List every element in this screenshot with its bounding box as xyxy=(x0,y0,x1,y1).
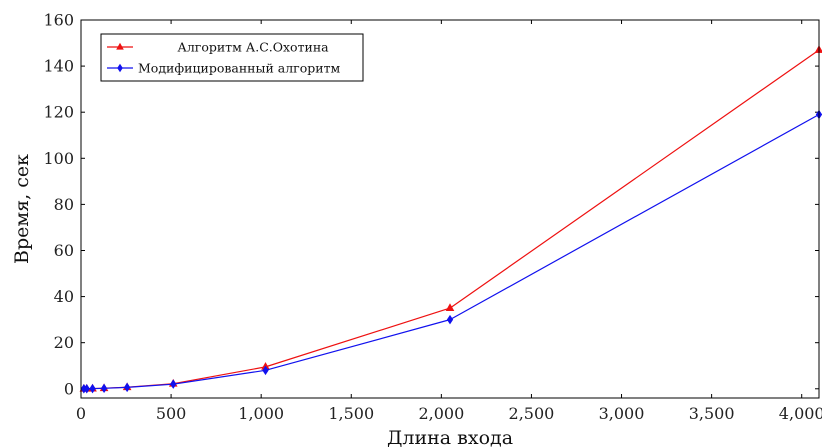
y-tick-label: 120 xyxy=(43,103,74,122)
y-tick-label: 140 xyxy=(43,57,74,76)
x-tick-label: 2,000 xyxy=(418,404,464,423)
series-line-1 xyxy=(83,113,820,390)
data-point-series-1 xyxy=(262,365,269,376)
legend-marker-1 xyxy=(117,63,123,73)
data-point-series-1 xyxy=(446,314,454,325)
data-point-series-0 xyxy=(445,303,455,312)
y-tick-label: 160 xyxy=(43,11,74,30)
legend-marker-0 xyxy=(116,42,124,50)
y-axis-label: Время, сек xyxy=(11,154,33,264)
x-tick-label: 0 xyxy=(76,404,86,423)
ticks-layer: 0 500 1,000 1,500 2,000 2,500 3,000 3,500 4,000 0… xyxy=(43,11,822,424)
legend: Алгоритм А.С.Охотина Модифицированный ал… xyxy=(100,33,364,82)
y-tick-label: 80 xyxy=(54,195,74,214)
y-tick-label: 20 xyxy=(54,333,74,352)
y-tick-label: 60 xyxy=(54,241,74,260)
data-point-series-1 xyxy=(89,383,96,394)
x-tick-label: 2,500 xyxy=(509,404,555,423)
series-line-0 xyxy=(83,49,820,390)
data-point-series-1 xyxy=(170,379,177,389)
legend-entry-1: Модифицированный алгоритм xyxy=(138,61,340,76)
y-tick-label: 40 xyxy=(54,287,74,306)
legend-box xyxy=(100,33,364,82)
data-point-series-1 xyxy=(100,383,108,394)
series-layer xyxy=(79,45,822,394)
x-tick-label: 500 xyxy=(156,404,187,423)
x-tick-label: 3,000 xyxy=(599,404,645,423)
y-tick-label: 0 xyxy=(64,379,74,398)
x-tick-label: 3,500 xyxy=(689,404,735,423)
x-tick-label: 1,500 xyxy=(328,404,374,423)
plot-area-frame xyxy=(80,19,820,399)
legend-entry-0: Алгоритм А.С.Охотина xyxy=(177,40,329,55)
data-point-series-1 xyxy=(83,383,90,394)
x-tick-label: 1,000 xyxy=(238,404,284,423)
x-axis-label: Длина входа xyxy=(387,427,513,448)
data-point-series-1 xyxy=(123,382,131,393)
x-tick-label: 4,000 xyxy=(779,404,822,423)
y-tick-label: 100 xyxy=(43,149,74,168)
